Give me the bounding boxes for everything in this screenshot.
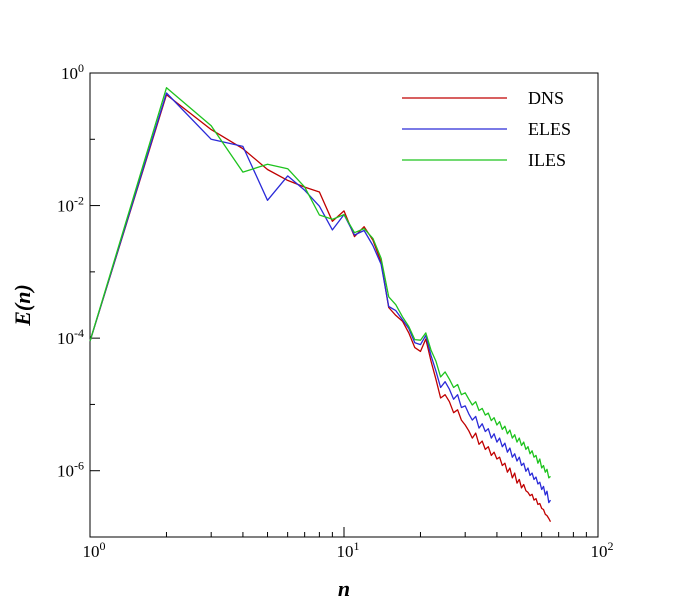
- legend-label-iles: ILES: [528, 150, 566, 170]
- legend: DNS ELES ILES: [402, 88, 571, 170]
- legend-label-dns: DNS: [528, 88, 564, 108]
- legend-label-eles: ELES: [528, 119, 571, 139]
- y-tick-label: 10-4: [57, 326, 84, 348]
- x-tick-label: 101: [337, 539, 360, 561]
- y-tick-label: 100: [61, 61, 84, 83]
- x-axis-label: n: [338, 576, 350, 601]
- x-tick-label: 100: [83, 539, 106, 561]
- series-line-eles: [89, 92, 552, 504]
- y-axis-label: E(n): [10, 284, 35, 327]
- series-line-dns: [89, 94, 552, 523]
- series-lines: [89, 87, 552, 523]
- y-tick-label: 10-6: [57, 459, 84, 481]
- series-line-iles: [89, 87, 551, 479]
- axis-ticks: [89, 72, 599, 537]
- y-tick-label: 10-2: [57, 194, 84, 216]
- plot-frame: [89, 72, 599, 538]
- x-tick-label: 102: [591, 539, 614, 561]
- tick-labels: 100 101 102 100 10-2 10-4 10-6: [57, 61, 614, 561]
